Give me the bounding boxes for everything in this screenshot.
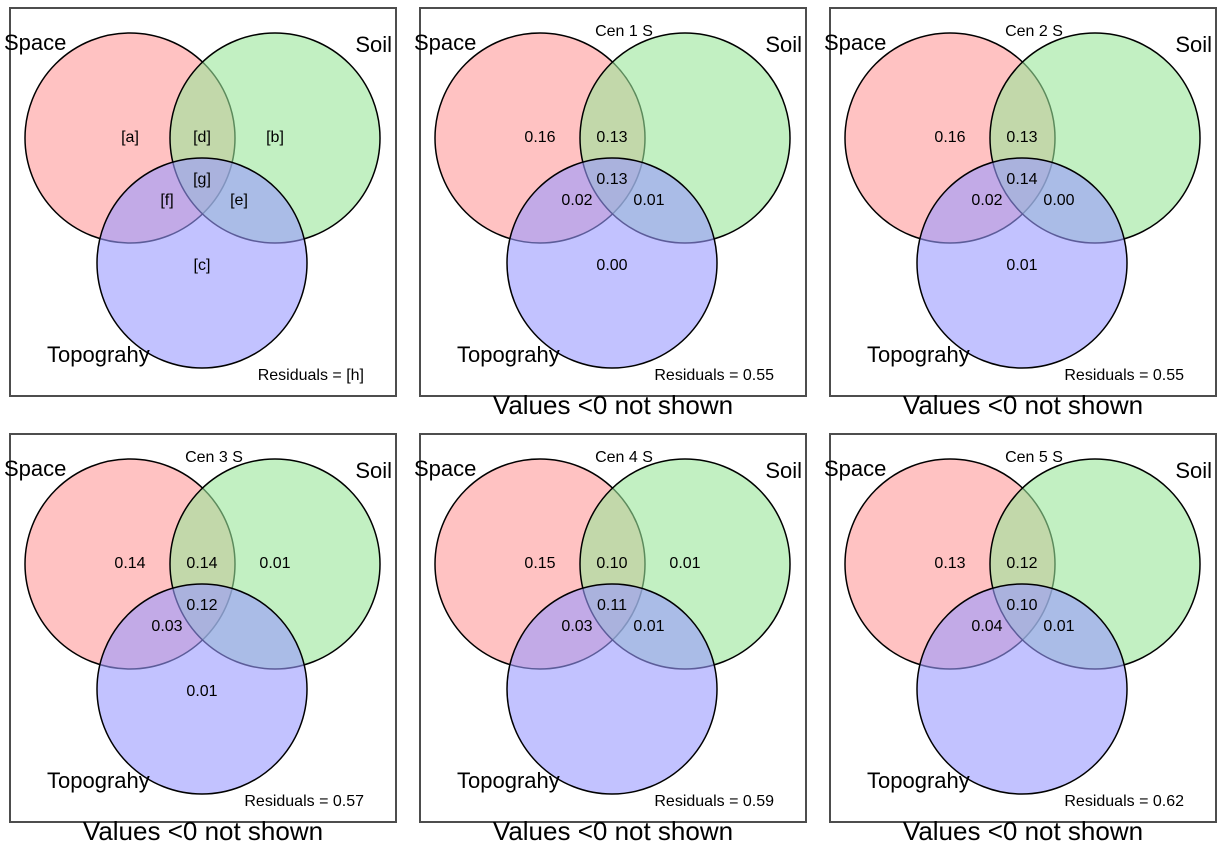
panel-frame xyxy=(419,7,807,397)
soil-set-label: Soil xyxy=(355,458,392,483)
venn-panel-4: Space Soil Topograhy Cen 3 S 0.14 0.01 0.01 0.1… xyxy=(4,433,397,846)
region-f-value: 0.03 xyxy=(561,618,592,635)
region-e-value: 0.01 xyxy=(633,192,664,209)
space-set-label: Space xyxy=(824,30,886,55)
soil-set-label: Soil xyxy=(765,458,802,483)
residuals-label: Residuals = 0.55 xyxy=(1064,367,1184,384)
panel-frame xyxy=(9,7,397,397)
region-f-value: 0.03 xyxy=(151,618,182,635)
space-set-label: Space xyxy=(824,456,886,481)
region-a-value: 0.16 xyxy=(934,129,965,146)
panel-title: Cen 2 S xyxy=(1005,23,1063,40)
region-g-value: 0.12 xyxy=(186,597,217,614)
region-g-value: 0.11 xyxy=(597,597,627,614)
region-d-value: 0.13 xyxy=(1006,129,1037,146)
space-set-label: Space xyxy=(4,456,66,481)
region-b-value: [b] xyxy=(266,129,284,146)
region-e-value: 0.00 xyxy=(1043,192,1074,209)
soil-set-label: Soil xyxy=(1175,458,1212,483)
region-e-value: [e] xyxy=(230,192,248,209)
panel-title: Cen 5 S xyxy=(1005,449,1063,466)
region-e-value: 0.01 xyxy=(1043,618,1074,635)
region-c-value: 0.00 xyxy=(596,257,627,274)
soil-set-label: Soil xyxy=(1175,32,1212,57)
soil-set-label: Soil xyxy=(355,32,392,57)
venn-panel-3: Space Soil Topograhy Cen 2 S 0.16 0.01 0.13 0.0… xyxy=(824,7,1217,420)
region-f-value: 0.02 xyxy=(561,192,592,209)
region-d-value: 0.10 xyxy=(596,555,627,572)
region-a-value: [a] xyxy=(121,129,139,146)
region-g-value: 0.10 xyxy=(1006,597,1037,614)
topography-circle xyxy=(916,583,1128,795)
region-g-value: 0.13 xyxy=(596,171,627,188)
region-f-value: 0.04 xyxy=(971,618,1002,635)
topography-set-label: Topograhy xyxy=(457,768,560,793)
region-a-value: 0.14 xyxy=(114,555,145,572)
values-note: Values <0 not shown xyxy=(83,816,323,846)
panel-frame xyxy=(9,433,397,823)
panel-title: Cen 3 S xyxy=(185,449,243,466)
space-set-label: Space xyxy=(414,30,476,55)
panel-frame xyxy=(419,433,807,823)
residuals-label: Residuals = 0.57 xyxy=(244,793,364,810)
panel-title: Cen 1 S xyxy=(595,23,653,40)
region-f-value: [f] xyxy=(160,192,173,209)
values-note: Values <0 not shown xyxy=(493,390,733,420)
region-f-value: 0.02 xyxy=(971,192,1002,209)
topography-set-label: Topograhy xyxy=(47,768,150,793)
topography-circle xyxy=(506,583,718,795)
venn-panel-6: Space Soil Topograhy Cen 5 S 0.13 0.12 0.01 0.0… xyxy=(824,433,1217,846)
soil-set-label: Soil xyxy=(765,32,802,57)
values-note: Values <0 not shown xyxy=(903,390,1143,420)
region-c-value: 0.01 xyxy=(186,683,217,700)
region-d-value: 0.13 xyxy=(596,129,627,146)
panel-title: Cen 4 S xyxy=(595,449,653,466)
topography-set-label: Topograhy xyxy=(867,342,970,367)
panel-frame xyxy=(829,433,1217,823)
topography-set-label: Topograhy xyxy=(47,342,150,367)
residuals-label: Residuals = [h] xyxy=(258,367,364,384)
topography-set-label: Topograhy xyxy=(867,768,970,793)
residuals-label: Residuals = 0.59 xyxy=(654,793,774,810)
region-d-value: [d] xyxy=(193,129,211,146)
space-set-label: Space xyxy=(4,30,66,55)
region-e-value: 0.01 xyxy=(633,618,664,635)
region-a-value: 0.15 xyxy=(524,555,555,572)
topography-set-label: Topograhy xyxy=(457,342,560,367)
region-g-value: 0.14 xyxy=(1006,171,1037,188)
region-a-value: 0.16 xyxy=(524,129,555,146)
residuals-label: Residuals = 0.55 xyxy=(654,367,774,384)
region-g-value: [g] xyxy=(193,171,211,188)
region-c-value: [c] xyxy=(194,257,211,274)
topography-circle xyxy=(96,583,308,795)
values-note: Values <0 not shown xyxy=(493,816,733,846)
residuals-label: Residuals = 0.62 xyxy=(1064,793,1184,810)
region-d-value: 0.14 xyxy=(186,555,217,572)
panel-frame xyxy=(829,7,1217,397)
topography-circle xyxy=(506,157,718,369)
topography-circle xyxy=(916,157,1128,369)
topography-circle xyxy=(96,157,308,369)
region-a-value: 0.13 xyxy=(934,555,965,572)
space-set-label: Space xyxy=(414,456,476,481)
region-b-value: 0.01 xyxy=(669,555,700,572)
region-b-value: 0.01 xyxy=(259,555,290,572)
venn-panel-5: Space Soil Topograhy Cen 4 S 0.15 0.01 0.10 0.0… xyxy=(414,433,807,846)
values-note: Values <0 not shown xyxy=(903,816,1143,846)
venn-panel-1: Space Soil Topograhy [a] [b] [c] [d] [e] [f] [g] R… xyxy=(4,7,397,397)
region-d-value: 0.12 xyxy=(1006,555,1037,572)
region-c-value: 0.01 xyxy=(1006,257,1037,274)
